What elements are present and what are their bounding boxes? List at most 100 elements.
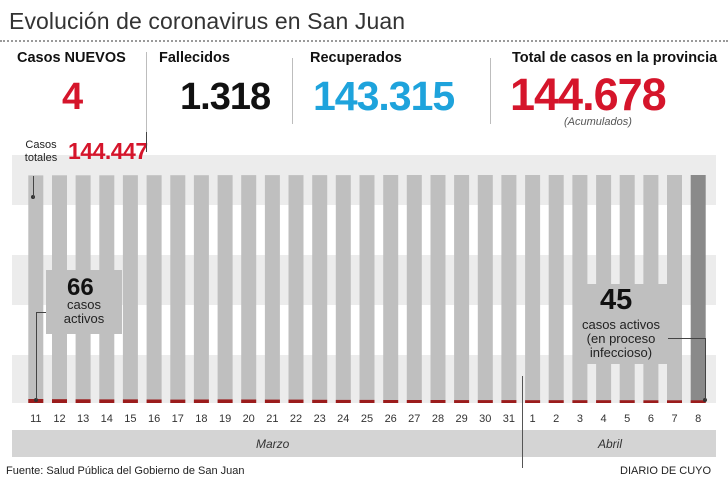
source-note: Fuente: Salud Pública del Gobierno de Sa… [6, 465, 245, 477]
x-tick-label: 1 [530, 413, 536, 425]
bar-active-13 [75, 399, 91, 403]
x-tick-label: 31 [503, 413, 515, 425]
stat-separator [490, 58, 491, 124]
bar-total-16 [146, 175, 162, 403]
bar-total-21 [264, 175, 280, 403]
bar-active-19 [217, 399, 233, 403]
x-tick-label: 8 [695, 413, 701, 425]
fallecidos-label: Fallecidos [159, 50, 230, 66]
totales-connector [146, 132, 147, 152]
month-label-april: Abril [598, 437, 623, 451]
bar-total-17 [170, 175, 186, 403]
callout-dot [703, 398, 707, 402]
bar-total-22 [288, 175, 304, 403]
x-tick-label: 25 [361, 413, 373, 425]
bar-active-30 [477, 400, 493, 403]
recuperados-label: Recuperados [310, 50, 402, 66]
casos-totales-value: 144.447 [68, 138, 148, 164]
bar-total-30 [477, 175, 493, 403]
bar-total-19 [217, 175, 233, 403]
last-callout-line-v [705, 338, 706, 400]
month-divider [522, 376, 523, 468]
bar-total-1 [525, 175, 541, 403]
stat-separator [146, 52, 147, 132]
last-active-line1: casos activos [581, 317, 661, 332]
bar-active-6 [643, 400, 659, 403]
bar-active-28 [430, 400, 446, 403]
bar-total-26 [383, 175, 399, 403]
bar-total-24 [335, 175, 351, 403]
callout-dot [34, 398, 38, 402]
casos-nuevos-label: Casos NUEVOS [17, 50, 126, 66]
x-tick-label: 21 [266, 413, 278, 425]
title-divider [0, 40, 728, 42]
x-tick-label: 27 [408, 413, 420, 425]
x-tick-label: 12 [53, 413, 65, 425]
bar-active-21 [264, 399, 280, 403]
bar-active-27 [406, 400, 422, 403]
bar-total-31 [501, 175, 517, 403]
totales-dot-line [33, 176, 34, 198]
bar-active-14 [99, 399, 115, 403]
x-tick-label: 5 [624, 413, 630, 425]
first-active-number: 66 [67, 274, 94, 301]
casos-totales-line2: totales [24, 152, 58, 164]
bar-total-20 [241, 175, 257, 403]
x-tick-label: 26 [385, 413, 397, 425]
x-tick-label: 22 [290, 413, 302, 425]
bar-active-31 [501, 400, 517, 403]
bar-total-29 [454, 175, 470, 403]
total-label: Total de casos en la provincia [512, 50, 718, 66]
total-value: 144.678 [510, 69, 667, 120]
bar-total-15 [122, 175, 138, 403]
last-active-line3: infeccioso) [589, 345, 653, 360]
x-tick-label: 17 [172, 413, 184, 425]
bar-active-7 [667, 400, 682, 403]
x-tick-label: 6 [648, 413, 654, 425]
month-label-march: Marzo [256, 437, 290, 451]
bar-active-18 [193, 399, 209, 403]
x-tick-label: 4 [601, 413, 607, 425]
first-callout-line-v [36, 312, 37, 400]
bar-active-3 [572, 400, 588, 403]
x-tick-label: 29 [455, 413, 467, 425]
acumulados-note: (Acumulados) [564, 116, 632, 128]
last-callout-line-h [660, 338, 706, 339]
bar-total-18 [193, 175, 209, 403]
bar-active-17 [170, 399, 186, 403]
bar-active-5 [619, 400, 635, 403]
last-active-text: casos activos (en proceso infeccioso) [575, 318, 667, 360]
x-tick-label: 3 [577, 413, 583, 425]
fallecidos-value: 1.318 [180, 76, 271, 118]
x-tick-label: 14 [101, 413, 113, 425]
x-tick-label: 30 [479, 413, 491, 425]
bar-total-11 [28, 175, 44, 403]
bar-active-1 [525, 400, 541, 403]
x-tick-label: 13 [77, 413, 89, 425]
x-tick-label: 11 [30, 413, 41, 425]
bar-total-27 [406, 175, 422, 403]
first-active-line2: activos [63, 311, 105, 326]
bar-active-2 [548, 400, 564, 403]
last-callout-backdrop [574, 284, 668, 364]
x-tick-label: 2 [553, 413, 559, 425]
bar-total-23 [312, 175, 328, 403]
bar-active-15 [122, 399, 138, 403]
bar-total-28 [430, 175, 446, 403]
x-tick-label: 23 [314, 413, 326, 425]
bar-active-8 [690, 400, 706, 403]
bar-total-25 [359, 175, 375, 403]
month-band [12, 430, 716, 457]
x-tick-label: 16 [148, 413, 160, 425]
x-tick-label: 15 [124, 413, 136, 425]
x-tick-label: 7 [671, 413, 677, 425]
bar-active-22 [288, 399, 304, 403]
brand-label: DIARIO DE CUYO [620, 465, 712, 477]
first-active-text: casos activos [58, 298, 110, 326]
casos-nuevos-value: 4 [62, 76, 83, 118]
bar-active-24 [335, 399, 351, 403]
bar-active-29 [454, 400, 470, 403]
bar-total-2 [548, 175, 564, 403]
x-tick-label: 24 [337, 413, 349, 425]
